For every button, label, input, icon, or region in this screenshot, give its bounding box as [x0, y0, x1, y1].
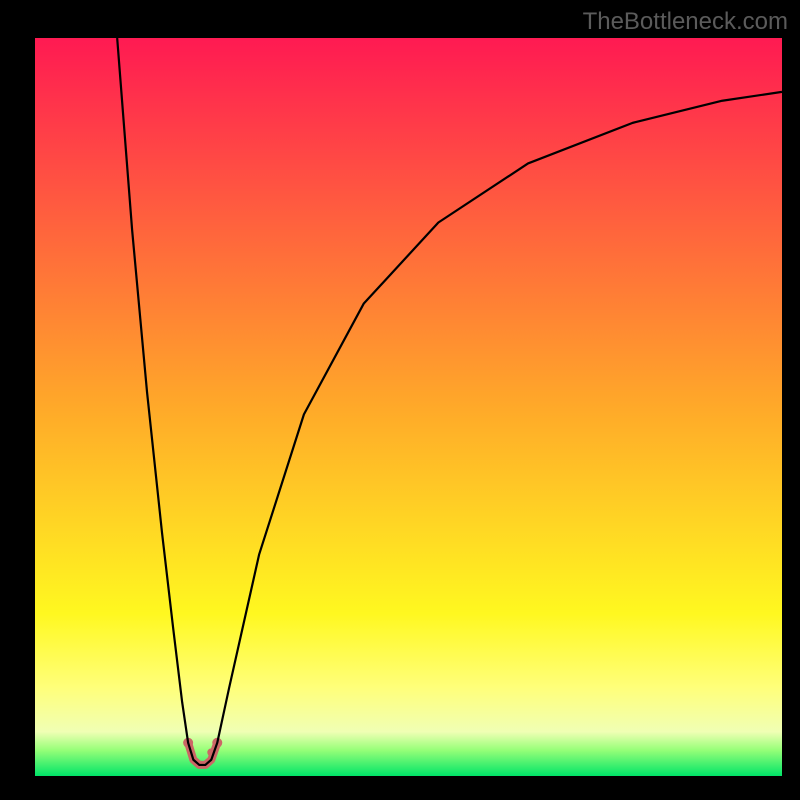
- gradient-background: [35, 38, 782, 776]
- watermark-text: TheBottleneck.com: [583, 8, 788, 36]
- plot-svg: [35, 38, 782, 776]
- plot-area: [35, 38, 782, 776]
- chart-frame: TheBottleneck.com: [0, 0, 800, 800]
